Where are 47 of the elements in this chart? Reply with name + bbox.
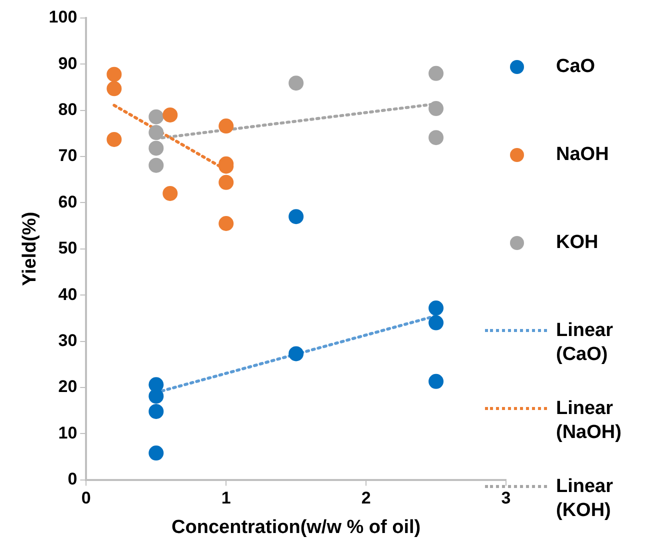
y-tick-label: 100 bbox=[48, 8, 78, 27]
point bbox=[148, 404, 164, 419]
legend-label: KOH bbox=[556, 231, 600, 255]
point bbox=[148, 125, 164, 140]
y-tick-label: 0 bbox=[68, 469, 78, 488]
point bbox=[106, 66, 122, 82]
y-tick-label: 40 bbox=[58, 284, 78, 304]
point bbox=[428, 66, 444, 81]
point bbox=[148, 388, 164, 404]
point bbox=[148, 109, 164, 124]
y-tick-label: 90 bbox=[58, 54, 78, 73]
point bbox=[288, 346, 304, 362]
y-tick-label: 70 bbox=[58, 146, 78, 166]
point bbox=[288, 76, 304, 91]
legend-label: NaOH bbox=[556, 143, 610, 167]
point bbox=[428, 300, 444, 316]
point bbox=[218, 118, 234, 134]
x-tick-label: 0 bbox=[81, 488, 91, 508]
point bbox=[162, 107, 178, 122]
point bbox=[428, 101, 444, 116]
point bbox=[106, 81, 122, 96]
y-tick-label: 80 bbox=[58, 100, 78, 120]
x-tick-label: 3 bbox=[501, 488, 511, 508]
legend-label: CaO bbox=[556, 55, 596, 79]
y-tick-label: 10 bbox=[58, 423, 78, 442]
point bbox=[428, 130, 444, 146]
point bbox=[148, 158, 164, 173]
x-axis-title: Concentration(w/w % of oil) bbox=[172, 516, 421, 538]
y-axis-title: Yield(%) bbox=[20, 212, 41, 286]
legend-label: Linear (KOH) bbox=[556, 475, 614, 523]
point bbox=[148, 446, 164, 461]
point bbox=[106, 132, 122, 147]
y-tick-label: 50 bbox=[58, 238, 78, 258]
point bbox=[428, 374, 444, 389]
y-tick-label: 30 bbox=[58, 330, 78, 350]
point bbox=[218, 174, 234, 190]
x-tick-label: 2 bbox=[361, 488, 371, 508]
legend-label: Linear (CaO) bbox=[556, 319, 614, 367]
point bbox=[288, 209, 304, 224]
legend-label: Linear (NaOH) bbox=[556, 397, 622, 445]
y-tick-label: 60 bbox=[58, 192, 78, 212]
y-tick-label: 20 bbox=[58, 377, 78, 396]
point bbox=[148, 140, 164, 156]
x-tick-label: 1 bbox=[221, 488, 231, 508]
point bbox=[428, 315, 444, 330]
point bbox=[218, 216, 234, 231]
point bbox=[162, 186, 178, 201]
